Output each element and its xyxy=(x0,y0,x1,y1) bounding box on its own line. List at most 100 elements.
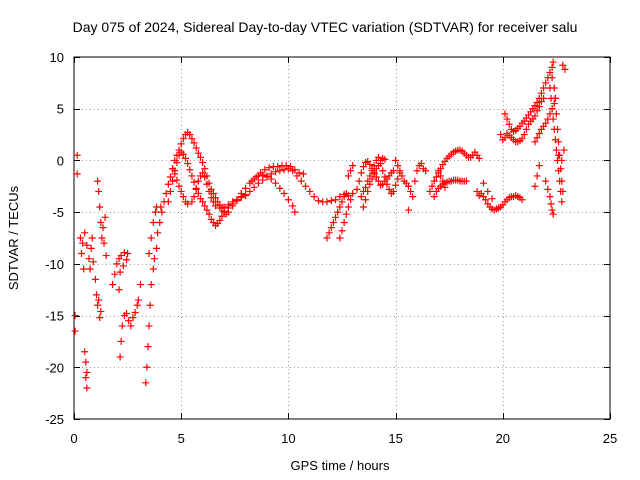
data-point xyxy=(357,169,365,177)
data-point xyxy=(194,190,202,198)
data-point xyxy=(535,94,543,102)
x-tick-label: 25 xyxy=(603,431,617,446)
data-point xyxy=(368,175,376,183)
data-point xyxy=(123,310,131,318)
data-point xyxy=(164,198,172,206)
data-point xyxy=(129,314,137,322)
plot-frame xyxy=(73,56,611,420)
data-point xyxy=(404,182,412,190)
data-point xyxy=(550,100,558,108)
data-point xyxy=(334,208,342,216)
data-point xyxy=(557,165,565,173)
data-point xyxy=(372,173,380,181)
data-point xyxy=(199,169,207,177)
data-point xyxy=(252,173,260,181)
data-point xyxy=(147,234,155,242)
x-tick-labels: 0 5 10 15 20 25 xyxy=(70,431,617,446)
data-point xyxy=(119,262,127,270)
data-point xyxy=(547,200,555,208)
data-point xyxy=(131,308,139,316)
data-point xyxy=(142,379,150,387)
data-point xyxy=(97,218,105,226)
data-point xyxy=(505,120,513,128)
data-point xyxy=(357,193,365,201)
data-point xyxy=(177,187,185,195)
data-point xyxy=(169,165,177,173)
data-point xyxy=(76,234,84,242)
x-tick-label: 5 xyxy=(178,431,185,446)
y-tick-label: -25 xyxy=(45,412,64,427)
data-point xyxy=(398,172,406,180)
data-point xyxy=(237,190,245,198)
data-point xyxy=(145,322,153,330)
data-point xyxy=(190,139,198,147)
data-point xyxy=(291,166,299,174)
chart-title: Day 075 of 2024, Sidereal Day-to-day VTE… xyxy=(73,19,578,35)
data-point xyxy=(437,172,445,180)
data-point xyxy=(186,131,194,139)
data-point xyxy=(209,190,217,198)
data-point xyxy=(302,182,310,190)
data-point xyxy=(158,208,166,216)
y-tick-label: -15 xyxy=(45,309,64,324)
data-point xyxy=(153,203,161,211)
data-point xyxy=(364,187,372,195)
data-point xyxy=(482,196,490,204)
data-point xyxy=(306,187,314,195)
x-tick-label: 15 xyxy=(388,431,402,446)
data-point xyxy=(392,156,400,164)
data-point xyxy=(143,363,151,371)
data-point xyxy=(111,270,119,278)
data-point xyxy=(173,158,181,166)
data-point xyxy=(186,166,194,174)
data-point xyxy=(544,185,552,193)
data-point xyxy=(78,250,86,258)
data-point xyxy=(94,301,102,309)
x-axis-label: GPS time / hours xyxy=(291,458,390,473)
data-point xyxy=(118,322,126,330)
data-point xyxy=(220,203,228,211)
data-point xyxy=(116,353,124,361)
data-point xyxy=(282,162,290,170)
data-point xyxy=(199,198,207,206)
y-tick-labels: -25 -20 -15 -10 -5 0 5 10 xyxy=(45,50,64,427)
y-tick-label: 0 xyxy=(57,153,64,168)
data-point xyxy=(287,163,295,171)
data-point xyxy=(86,265,94,273)
data-point xyxy=(203,206,211,214)
data-point xyxy=(166,187,174,195)
data-point xyxy=(561,65,569,73)
data-point xyxy=(392,181,400,189)
data-point xyxy=(146,301,154,309)
data-point xyxy=(548,206,556,214)
data-point xyxy=(441,183,449,191)
data-point xyxy=(117,252,125,260)
data-point xyxy=(439,177,447,185)
data-point xyxy=(338,198,346,206)
data-point xyxy=(97,307,105,315)
data-point xyxy=(233,196,241,204)
data-point xyxy=(207,194,215,202)
y-tick-label: 5 xyxy=(57,102,64,117)
data-point xyxy=(145,250,153,258)
data-point xyxy=(349,190,357,198)
data-point xyxy=(546,110,554,118)
data-point xyxy=(99,224,107,232)
data-point xyxy=(428,182,436,190)
data-point xyxy=(374,162,382,170)
data-point xyxy=(192,185,200,193)
data-point xyxy=(497,131,505,139)
data-point xyxy=(123,256,131,264)
data-point xyxy=(535,162,543,170)
data-point xyxy=(194,177,202,185)
data-point xyxy=(205,187,213,195)
data-point xyxy=(246,187,254,195)
data-point xyxy=(101,213,109,221)
data-point xyxy=(190,178,198,186)
data-point xyxy=(179,135,187,143)
data-point xyxy=(151,208,159,216)
data-point xyxy=(276,184,284,192)
data-point xyxy=(153,244,161,252)
data-point xyxy=(250,183,258,191)
data-point xyxy=(171,170,179,178)
